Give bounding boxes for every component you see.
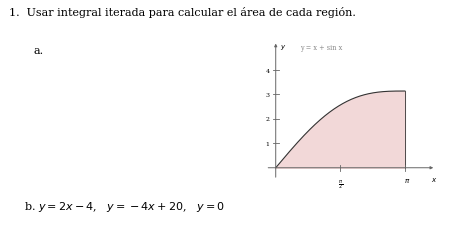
Text: a.: a. xyxy=(33,46,43,56)
Text: $\frac{\pi}{2}$: $\frac{\pi}{2}$ xyxy=(338,177,343,190)
Text: 4: 4 xyxy=(265,68,270,73)
Text: 1.  Usar integral iterada para calcular el área de cada región.: 1. Usar integral iterada para calcular e… xyxy=(9,7,356,18)
Text: y = x + sin x: y = x + sin x xyxy=(301,44,343,52)
Text: 1: 1 xyxy=(265,141,270,146)
Text: 2: 2 xyxy=(265,117,270,122)
Text: $\pi$: $\pi$ xyxy=(404,176,410,184)
Text: 3: 3 xyxy=(265,93,270,97)
Text: b. $y = 2x - 4$,   $y = -4x + 20$,   $y = 0$: b. $y = 2x - 4$, $y = -4x + 20$, $y = 0$ xyxy=(24,199,225,213)
Text: $x$: $x$ xyxy=(431,175,437,183)
Text: $y$: $y$ xyxy=(280,43,286,52)
